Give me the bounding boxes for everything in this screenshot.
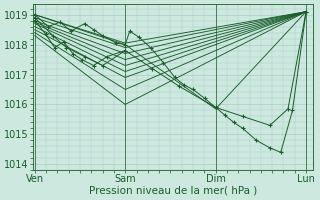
X-axis label: Pression niveau de la mer( hPa ): Pression niveau de la mer( hPa ) bbox=[89, 186, 257, 196]
